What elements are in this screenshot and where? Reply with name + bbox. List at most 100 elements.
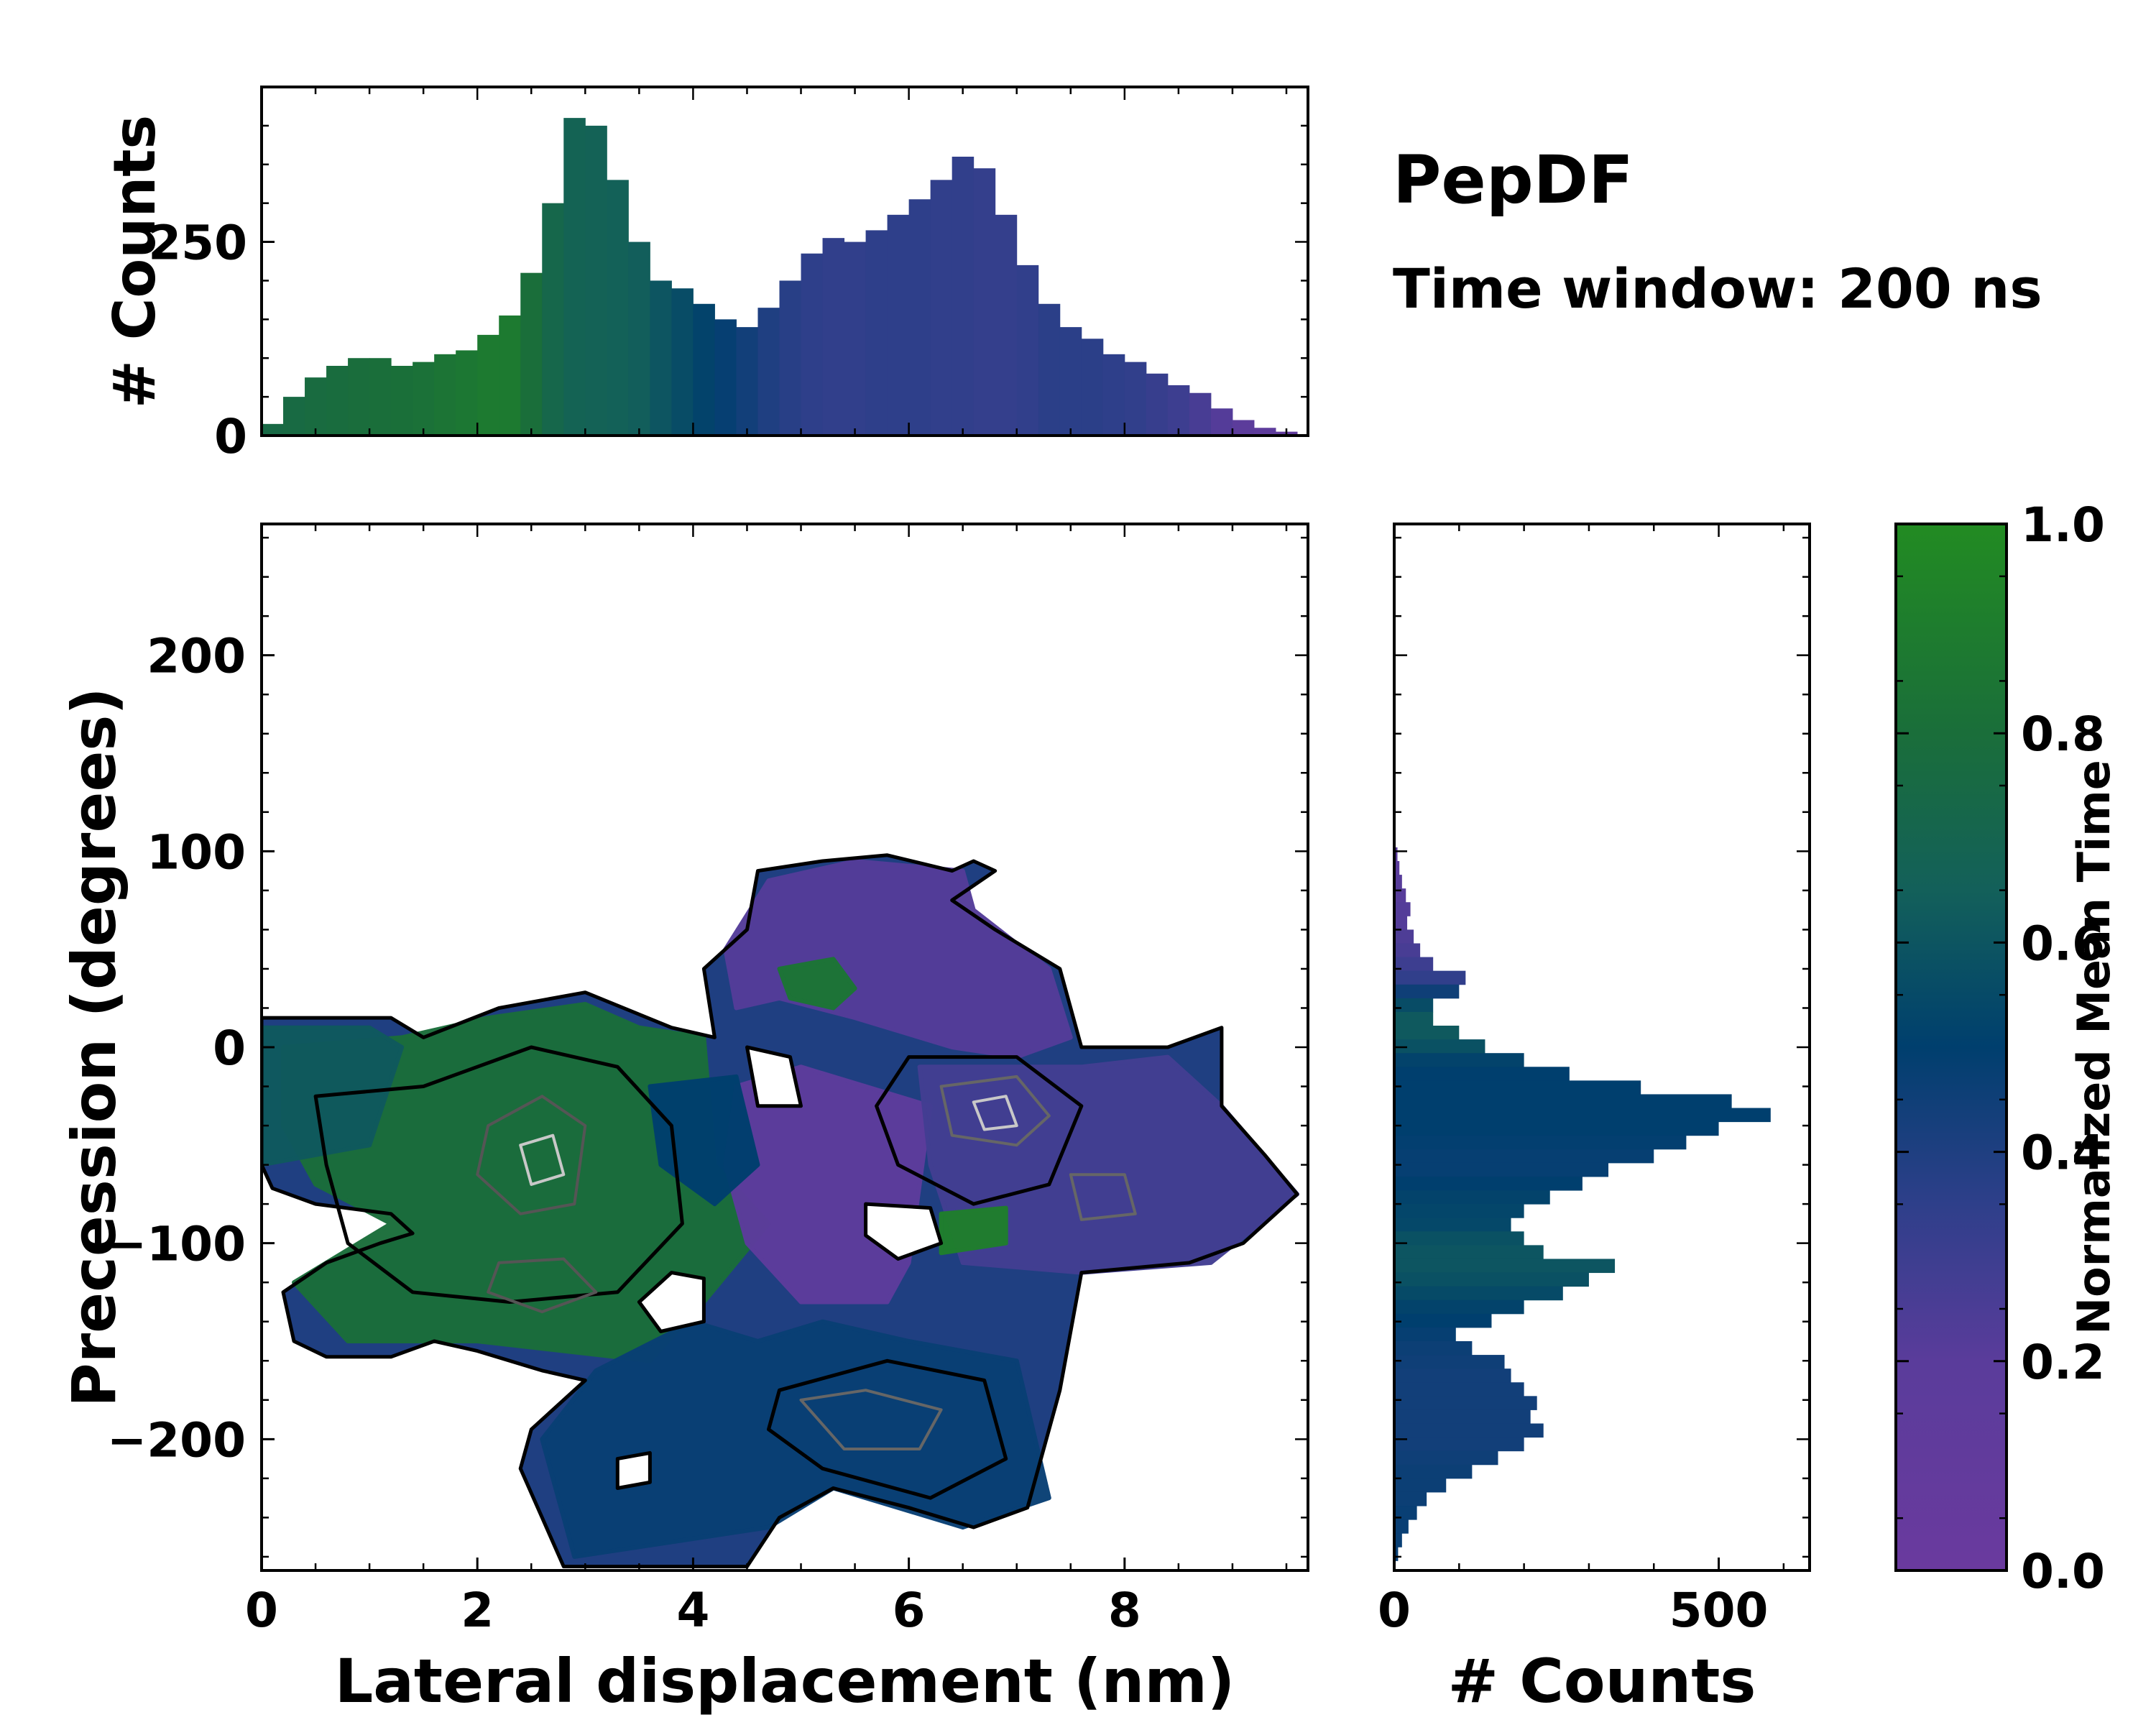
top-bar-24 xyxy=(779,280,802,436)
right-bar-17 xyxy=(1394,1080,1641,1095)
figure-title: PepDF xyxy=(1393,142,1634,218)
right-bar-35 xyxy=(1394,1327,1456,1342)
contour-outer-0 xyxy=(313,1045,684,1304)
right-bar-9 xyxy=(1394,970,1466,985)
right-bar-11 xyxy=(1394,998,1434,1013)
top-bar-30 xyxy=(908,199,931,436)
top-bar-20 xyxy=(693,303,715,436)
colorbar-ticks: 0.0 0.2 0.4 0.6 0.8 1.0 xyxy=(1896,497,2105,1599)
top-bar-3 xyxy=(326,366,349,436)
right-bar-1 xyxy=(1394,860,1400,875)
colorbar-tick-label-5: 1.0 xyxy=(2021,497,2105,553)
top-histogram-ylabel: # Counts xyxy=(101,115,168,408)
right-bar-28 xyxy=(1394,1231,1524,1246)
right-xtick-label-1: 500 xyxy=(1669,1583,1769,1638)
right-bar-25 xyxy=(1394,1190,1550,1205)
heatmap-region-right-green-patch xyxy=(939,1205,1008,1256)
top-bar-41 xyxy=(1146,373,1169,436)
right-bar-4 xyxy=(1394,902,1411,916)
top-bar-19 xyxy=(671,288,694,436)
heatmap-region-top-purple xyxy=(723,859,1073,1059)
top-bar-2 xyxy=(305,377,327,436)
contour-mid-4 xyxy=(487,1257,598,1314)
main-ytick-label-3: 100 xyxy=(147,824,246,880)
right-bar-3 xyxy=(1394,888,1406,903)
right-bar-36 xyxy=(1394,1340,1473,1356)
colorbar-tick-label-1: 0.2 xyxy=(2021,1335,2105,1390)
heatmap-hole-3 xyxy=(745,1045,803,1108)
right-bar-34 xyxy=(1394,1313,1492,1328)
right-bar-45 xyxy=(1394,1464,1473,1479)
top-bar-9 xyxy=(456,350,478,436)
contour-mid-3 xyxy=(476,1095,587,1215)
top-bar-7 xyxy=(413,362,435,436)
right-bar-23 xyxy=(1394,1162,1609,1177)
contour-outer-2 xyxy=(767,1358,1008,1500)
top-bar-23 xyxy=(757,308,780,436)
colorbar-tick-label-0: 0.0 xyxy=(2021,1544,2105,1599)
figure-subtitle: Time window: 200 ns xyxy=(1393,257,2042,321)
right-bar-43 xyxy=(1394,1437,1524,1452)
top-bar-31 xyxy=(930,180,953,436)
colorbar-ramp xyxy=(1894,523,2008,1572)
colorbar-label: Normalized Mean Time xyxy=(2068,760,2120,1335)
main-ytick-label-2: 0 xyxy=(213,1021,246,1076)
top-bar-45 xyxy=(1232,420,1255,436)
top-bar-0 xyxy=(262,423,284,436)
right-bar-26 xyxy=(1394,1204,1524,1218)
right-bar-41 xyxy=(1394,1409,1531,1425)
top-bar-18 xyxy=(650,280,672,436)
right-bar-38 xyxy=(1394,1368,1511,1383)
right-bar-24 xyxy=(1394,1176,1583,1191)
right-bar-2 xyxy=(1394,875,1402,889)
right-bar-14 xyxy=(1394,1039,1485,1054)
right-bar-18 xyxy=(1394,1094,1732,1109)
main-ytick-label-1: −100 xyxy=(107,1217,246,1272)
heatmap-holes xyxy=(615,1045,944,1490)
colorbar-tick-label-3: 0.6 xyxy=(2021,916,2105,971)
top-bar-12 xyxy=(520,272,543,436)
top-bar-11 xyxy=(499,315,521,436)
top-bar-46 xyxy=(1253,428,1276,436)
colorbar-tick-label-4: 0.8 xyxy=(2021,707,2105,762)
right-histogram: 0 500 # Counts xyxy=(1378,523,1811,1716)
top-bar-38 xyxy=(1081,339,1104,436)
right-bar-22 xyxy=(1394,1149,1654,1164)
right-bar-47 xyxy=(1394,1491,1427,1506)
right-bar-16 xyxy=(1394,1067,1570,1081)
heatmap-contours xyxy=(313,1045,1137,1500)
heatmap-region-top-green xyxy=(777,957,857,1011)
right-bar-12 xyxy=(1394,1011,1434,1026)
colorbar: 0.0 0.2 0.4 0.6 0.8 1.0 Normalized Mean Time xyxy=(1894,497,2120,1599)
right-bar-20 xyxy=(1394,1121,1719,1136)
heatmap-regions xyxy=(262,859,1299,1559)
top-bar-21 xyxy=(714,319,737,436)
top-bar-44 xyxy=(1210,408,1233,436)
heatmap-hole-2 xyxy=(615,1450,652,1490)
contour-mid-7 xyxy=(799,1389,943,1450)
main-xtick-label-4: 8 xyxy=(1108,1583,1141,1638)
right-bar-46 xyxy=(1394,1478,1447,1493)
top-bar-40 xyxy=(1124,362,1147,436)
main-xtick-label-2: 4 xyxy=(676,1583,709,1638)
right-bar-44 xyxy=(1394,1450,1498,1466)
top-bar-25 xyxy=(801,253,824,436)
contour-inner-9 xyxy=(972,1095,1018,1131)
contour-outer-1 xyxy=(875,1055,1084,1206)
right-bar-5 xyxy=(1394,916,1408,930)
top-bar-4 xyxy=(348,358,370,436)
top-bar-14 xyxy=(563,118,586,436)
right-bar-7 xyxy=(1394,943,1421,958)
heatmap-hole-1 xyxy=(864,1202,944,1261)
top-bar-33 xyxy=(973,168,996,436)
top-bar-29 xyxy=(887,214,910,436)
top-bar-17 xyxy=(628,242,650,436)
top-bar-42 xyxy=(1167,385,1190,436)
top-bar-10 xyxy=(477,334,499,436)
top-bar-27 xyxy=(844,242,867,436)
main-xtick-label-1: 2 xyxy=(461,1583,494,1638)
right-bar-42 xyxy=(1394,1423,1544,1438)
heatmap-hole-0 xyxy=(637,1271,706,1333)
right-bar-31 xyxy=(1394,1272,1589,1287)
colorbar-tick-label-2: 0.4 xyxy=(2021,1126,2105,1181)
